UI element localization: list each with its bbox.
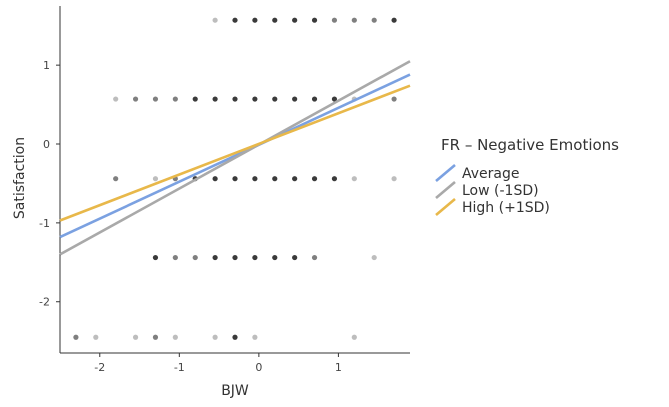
data-point bbox=[371, 17, 377, 23]
data-point bbox=[192, 254, 198, 261]
legend-title: FR – Negative Emotions bbox=[441, 136, 619, 154]
x-axis-label: BJW bbox=[221, 383, 249, 399]
x-tick-label: 1 bbox=[335, 361, 342, 374]
data-point bbox=[351, 176, 357, 182]
regression-lines bbox=[59, 60, 411, 256]
data-point bbox=[371, 254, 377, 261]
data-point bbox=[252, 334, 258, 340]
data-point bbox=[331, 96, 338, 102]
y-tick-label: -2 bbox=[39, 296, 50, 309]
data-point bbox=[212, 334, 218, 340]
data-point bbox=[152, 334, 159, 340]
data-point bbox=[311, 96, 318, 102]
y-tick-label: -1 bbox=[39, 217, 50, 230]
x-tick-label: 0 bbox=[255, 361, 262, 374]
data-point bbox=[391, 96, 397, 102]
regression-line bbox=[59, 73, 411, 239]
data-point bbox=[152, 96, 159, 102]
data-point bbox=[232, 17, 238, 23]
data-points bbox=[73, 17, 397, 340]
data-point bbox=[212, 176, 218, 182]
data-point bbox=[73, 334, 79, 340]
data-point bbox=[311, 254, 318, 261]
legend-swatch bbox=[435, 198, 456, 216]
data-point bbox=[172, 334, 178, 340]
data-point bbox=[311, 17, 318, 23]
x-tick-label: -2 bbox=[94, 361, 105, 374]
data-point bbox=[272, 254, 278, 261]
data-point bbox=[351, 334, 357, 340]
data-point bbox=[93, 334, 99, 340]
data-point bbox=[113, 96, 119, 102]
legend-label: Low (-1SD) bbox=[462, 183, 539, 199]
y-tick-label: 1 bbox=[43, 59, 50, 72]
regression-line bbox=[59, 60, 411, 256]
data-point bbox=[272, 96, 278, 102]
data-point bbox=[252, 254, 258, 261]
x-axis-ticks: -2 -1 0 1 bbox=[94, 353, 342, 374]
data-point bbox=[212, 254, 218, 261]
data-point bbox=[212, 96, 218, 102]
regression-line bbox=[59, 84, 411, 222]
data-point bbox=[232, 176, 238, 182]
data-point bbox=[391, 176, 397, 182]
legend-swatch bbox=[435, 164, 456, 182]
data-point bbox=[212, 17, 218, 23]
data-point bbox=[391, 17, 397, 23]
data-point bbox=[252, 96, 258, 102]
legend-swatch bbox=[435, 181, 456, 199]
data-point bbox=[272, 176, 278, 182]
y-tick-label: 0 bbox=[43, 138, 50, 151]
legend-label: High (+1SD) bbox=[462, 200, 550, 216]
data-point bbox=[331, 176, 338, 182]
data-point bbox=[113, 176, 119, 182]
data-point bbox=[292, 176, 298, 182]
data-point bbox=[311, 176, 318, 182]
y-axis-ticks: -2 -1 0 1 bbox=[39, 59, 60, 309]
data-point bbox=[232, 96, 238, 102]
x-tick-label: -1 bbox=[174, 361, 185, 374]
data-point bbox=[132, 334, 139, 340]
data-point bbox=[132, 96, 139, 102]
data-point bbox=[292, 254, 298, 261]
data-point bbox=[232, 334, 238, 340]
data-point bbox=[252, 176, 258, 182]
data-point bbox=[292, 17, 298, 23]
data-point bbox=[331, 17, 338, 23]
data-point bbox=[152, 176, 159, 182]
legend-label: Average bbox=[462, 166, 520, 182]
data-point bbox=[252, 17, 258, 23]
y-axis-label: Satisfaction bbox=[12, 137, 28, 219]
data-point bbox=[152, 254, 159, 261]
data-point bbox=[232, 254, 238, 261]
data-point bbox=[351, 17, 357, 23]
data-point bbox=[292, 96, 298, 102]
data-point bbox=[192, 96, 198, 102]
data-point bbox=[172, 254, 178, 261]
data-point bbox=[272, 17, 278, 23]
data-point bbox=[172, 96, 178, 102]
